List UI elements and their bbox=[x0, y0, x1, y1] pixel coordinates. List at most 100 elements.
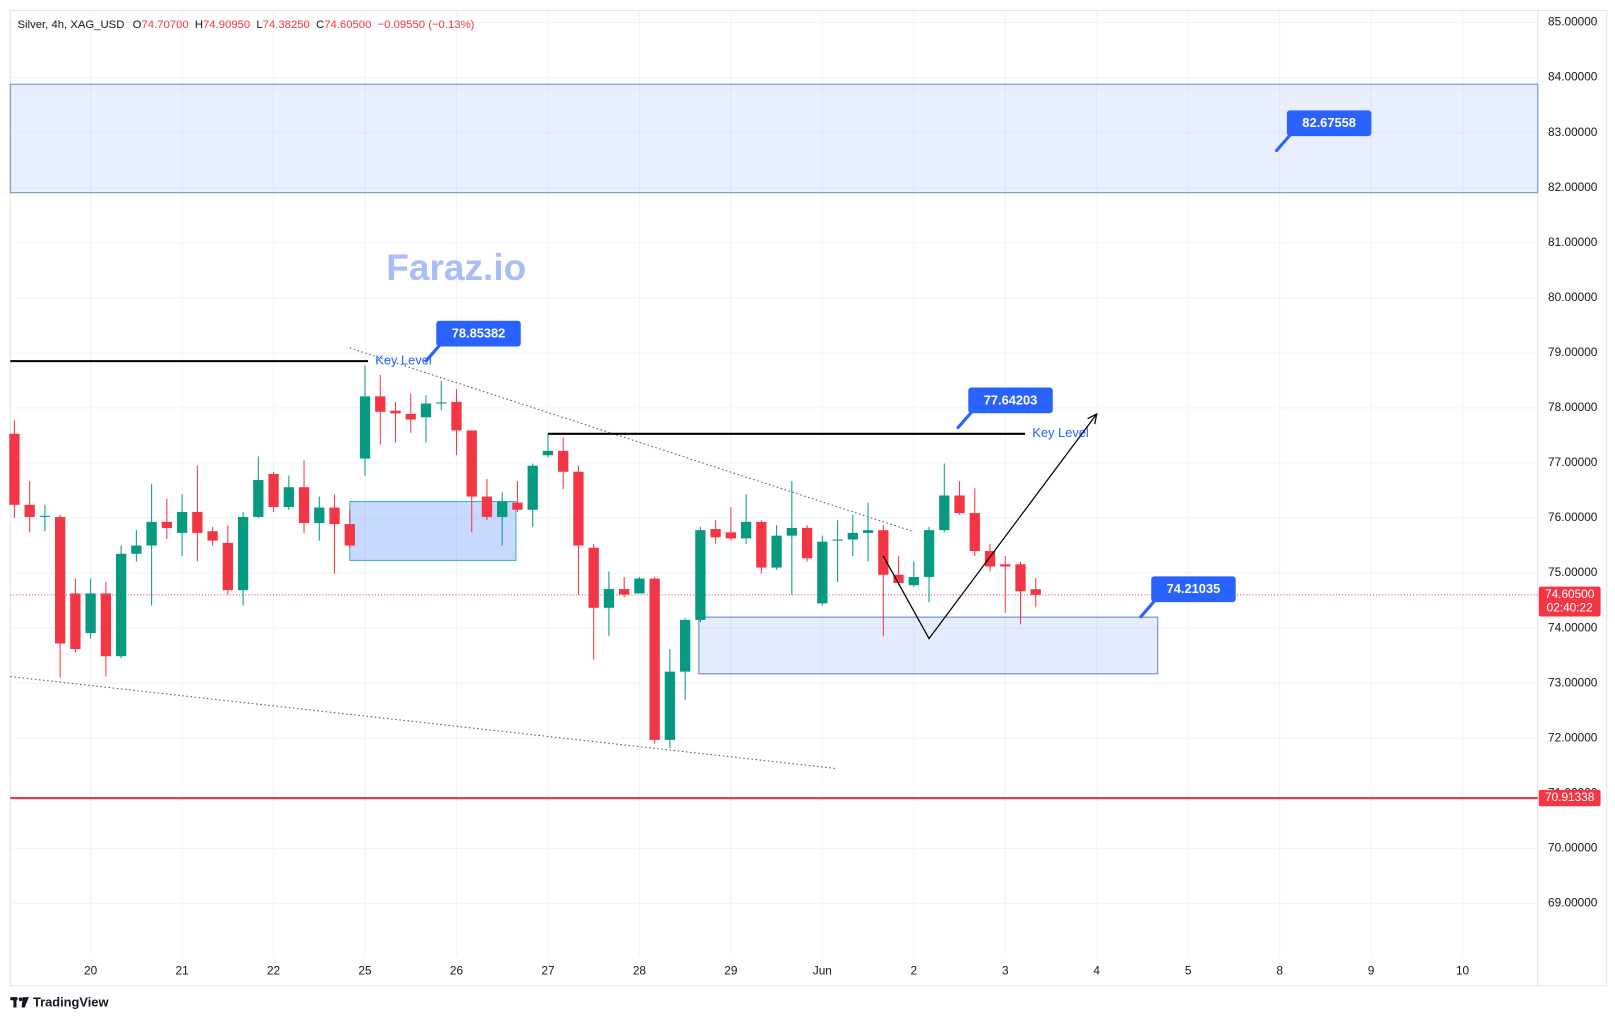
callout-label: 77.64203 bbox=[984, 392, 1038, 407]
candle-body bbox=[710, 529, 721, 538]
candle-body bbox=[146, 521, 157, 546]
y-tick-label: 76.00000 bbox=[1548, 510, 1598, 524]
candle-body bbox=[542, 450, 554, 456]
zone bbox=[9, 83, 1539, 194]
candle-body bbox=[817, 541, 828, 604]
callout-box bbox=[1286, 110, 1372, 137]
candle-body bbox=[512, 502, 523, 510]
callout-label: 82.67558 bbox=[1302, 115, 1356, 130]
x-tick-label: 9 bbox=[1368, 964, 1375, 978]
candle-body bbox=[619, 589, 630, 595]
y-tick-label: 77.00000 bbox=[1548, 455, 1598, 469]
y-tick-label: 85.00000 bbox=[1548, 15, 1598, 29]
last-price-box bbox=[1538, 586, 1601, 617]
callout-box bbox=[436, 320, 521, 347]
grid bbox=[10, 10, 1538, 956]
ohlc-value: 74.38250 bbox=[263, 19, 310, 31]
ohlc-key: C bbox=[316, 19, 324, 31]
callout-pointer bbox=[1139, 598, 1157, 619]
ohlc-value: 74.90950 bbox=[203, 19, 250, 31]
candle-body bbox=[527, 465, 538, 510]
candle-body bbox=[237, 516, 249, 591]
candle-body bbox=[298, 487, 310, 523]
change: −0.09550 (−0.13%) bbox=[378, 19, 475, 31]
y-tick-label: 82.00000 bbox=[1548, 180, 1598, 194]
x-tick-label: 28 bbox=[633, 964, 647, 978]
ohlc-key: L bbox=[256, 19, 262, 31]
y-tick-label: 73.00000 bbox=[1548, 675, 1598, 689]
candle-body bbox=[283, 487, 294, 508]
candle-body bbox=[923, 530, 935, 577]
candle-body bbox=[314, 507, 325, 523]
symbol: Silver, 4h, XAG_USD bbox=[18, 19, 125, 31]
candle-body bbox=[436, 402, 447, 404]
candle-body bbox=[497, 501, 508, 517]
candle-body bbox=[664, 671, 676, 740]
callout-box bbox=[1151, 576, 1236, 603]
candle-body bbox=[969, 513, 980, 552]
candle-body bbox=[85, 593, 96, 634]
y-tick-label: 84.00000 bbox=[1548, 70, 1598, 84]
trendline bbox=[10, 676, 837, 770]
level-axis-box bbox=[1538, 789, 1601, 807]
logo bbox=[10, 997, 29, 1008]
x-tick-label: 20 bbox=[84, 964, 98, 978]
y-tick-label: 81.00000 bbox=[1548, 235, 1598, 249]
logo-part bbox=[18, 997, 23, 1002]
candle-body bbox=[1000, 564, 1011, 567]
candle-body bbox=[771, 535, 782, 568]
candle-body bbox=[39, 515, 51, 517]
y-tick-label: 78.00000 bbox=[1548, 400, 1598, 414]
y-tick-label: 80.00000 bbox=[1548, 290, 1598, 304]
candle-body bbox=[847, 532, 858, 540]
candle-body bbox=[268, 473, 279, 508]
candle-body bbox=[878, 530, 889, 575]
candle-body bbox=[1030, 589, 1041, 595]
candle-body bbox=[9, 433, 20, 505]
candle-body bbox=[420, 403, 432, 418]
candle-body bbox=[801, 527, 813, 559]
level-axis-label: 70.91338 bbox=[1545, 790, 1595, 804]
y-tick-label: 75.00000 bbox=[1548, 565, 1598, 579]
x-tick-label: 26 bbox=[450, 964, 464, 978]
candle-body bbox=[603, 589, 615, 608]
callout-label: 78.85382 bbox=[452, 326, 506, 341]
logo-part bbox=[21, 997, 29, 1008]
x-tick-label: 8 bbox=[1276, 964, 1283, 978]
candle-body bbox=[634, 578, 645, 594]
candle-body bbox=[908, 576, 919, 586]
zone bbox=[698, 616, 1159, 675]
projection-path bbox=[882, 413, 1098, 640]
candle-body bbox=[786, 527, 797, 536]
last-price-label: 74.60500 bbox=[1545, 587, 1595, 601]
x-tick-label: 10 bbox=[1456, 964, 1470, 978]
ohlc-value: 74.60500 bbox=[324, 19, 371, 31]
candle-body bbox=[100, 593, 112, 657]
candle-body bbox=[862, 530, 874, 533]
candle-body bbox=[222, 542, 233, 591]
candle-body bbox=[984, 551, 996, 567]
ohlc-value: 74.70700 bbox=[141, 19, 188, 31]
candle-body bbox=[573, 471, 584, 546]
callout-pointer bbox=[956, 409, 974, 430]
candle-body bbox=[725, 532, 737, 539]
candle-body bbox=[740, 521, 752, 539]
watermark: Faraz.io bbox=[386, 246, 526, 288]
x-tick-label: 4 bbox=[1093, 964, 1100, 978]
callout-pointer bbox=[424, 342, 442, 363]
key-level-label: Key Level bbox=[375, 353, 431, 368]
candle-body bbox=[695, 530, 706, 620]
candle-body bbox=[893, 574, 904, 583]
candle-body bbox=[405, 413, 416, 420]
candle-body bbox=[192, 511, 203, 533]
candle-body bbox=[756, 521, 767, 568]
candle-body bbox=[207, 531, 218, 541]
x-tick-label: 29 bbox=[724, 964, 738, 978]
candle-body bbox=[70, 593, 81, 650]
x-tick-label: Jun bbox=[813, 964, 832, 978]
x-tick-label: 21 bbox=[176, 964, 189, 978]
x-tick-label: 5 bbox=[1185, 964, 1192, 978]
candle-body bbox=[954, 495, 965, 514]
